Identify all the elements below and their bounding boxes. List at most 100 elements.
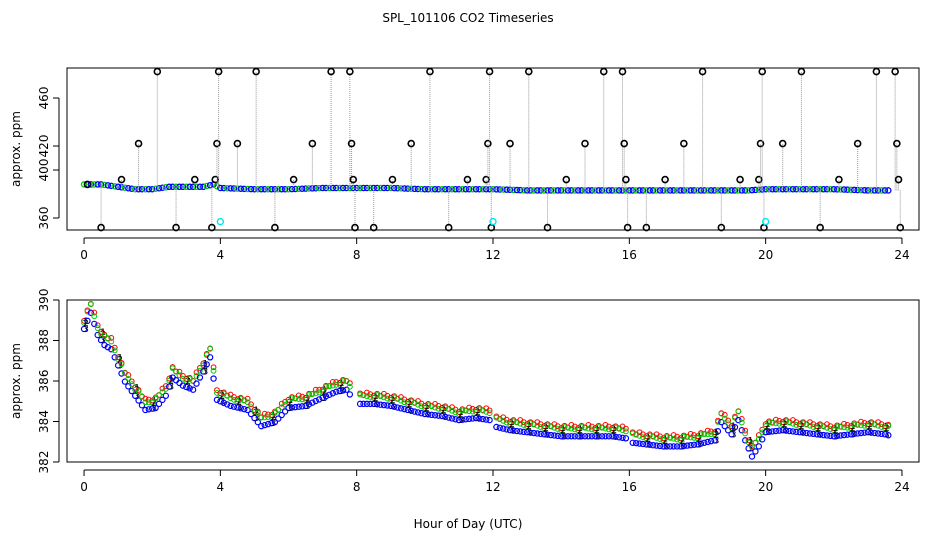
baseline-point: [878, 187, 885, 194]
baseline-point: [517, 186, 524, 194]
series-2-point: [520, 422, 527, 428]
baseline-point: [697, 187, 705, 194]
calibration-point: [83, 180, 92, 189]
baseline-point: [108, 182, 115, 190]
series-2-point: [657, 436, 663, 443]
series-2-point: [493, 414, 500, 421]
calibration-point: [853, 139, 862, 148]
series-1-point: [200, 360, 207, 367]
series-3-point: [782, 427, 790, 434]
baseline-point: [179, 183, 187, 191]
series-3-point: [602, 433, 609, 440]
baseline-point: [87, 181, 95, 188]
series-3-point: [612, 433, 619, 440]
series-2-label: 2: [134, 386, 140, 396]
calibration-point: [661, 175, 669, 184]
baseline-point: [707, 187, 715, 194]
baseline-point: [639, 187, 647, 194]
calibration-point: [214, 67, 223, 76]
baseline-point: [489, 185, 497, 193]
series-2-point: [875, 422, 882, 429]
series-3-point: [694, 441, 701, 448]
series-3-point: [530, 429, 538, 437]
series-2-label: 2: [185, 377, 191, 387]
baseline-point: [874, 187, 882, 194]
series-1-point: [234, 396, 241, 403]
series-1-point: [882, 423, 888, 430]
series-3-point: [387, 402, 394, 410]
calibration-point: [213, 139, 221, 148]
series-2-point: [527, 420, 534, 427]
baseline-point: [295, 185, 302, 193]
y-tick-label: 360: [37, 207, 51, 230]
baseline-point: [275, 185, 282, 193]
series-2-point: [844, 424, 851, 431]
series-3-point: [765, 428, 773, 436]
series-3-point: [292, 403, 299, 411]
series-2-point: [834, 423, 841, 430]
baseline-point: [738, 187, 746, 194]
series-2-point: [268, 414, 275, 420]
series-2-point: [336, 382, 343, 388]
baseline-point: [850, 186, 858, 194]
series-3-point: [667, 443, 674, 450]
series-2-point: [766, 419, 772, 426]
series-3-point: [704, 438, 711, 446]
x-tick-label: 4: [217, 248, 225, 262]
baseline-point: [595, 187, 602, 194]
baseline-point: [390, 184, 398, 192]
series-3-point: [684, 442, 691, 449]
series-1-point: [830, 425, 837, 432]
baseline-point: [578, 187, 585, 194]
series-3-point: [585, 433, 592, 440]
baseline-point: [701, 187, 708, 194]
series-2-point: [623, 428, 629, 435]
series-3-point: [97, 336, 105, 344]
series-2-point: [319, 388, 326, 395]
series-2-point: [510, 418, 517, 425]
series-3-point: [527, 429, 534, 436]
series-2-point: [486, 410, 493, 417]
baseline-point: [868, 187, 875, 194]
baseline-point: [125, 184, 132, 192]
series-3-point: [220, 399, 227, 407]
series-3-point: [878, 430, 885, 438]
series-3-point: [861, 429, 868, 436]
baseline-point: [217, 184, 224, 192]
series-3-point: [598, 433, 606, 440]
figure-title: SPL_101106 CO2 Timeseries: [382, 11, 553, 25]
series-1-point: [91, 309, 98, 316]
baseline-point: [465, 185, 473, 193]
series-2-point: [193, 373, 200, 379]
series-2-point: [769, 420, 776, 426]
series-3-point: [789, 428, 797, 435]
series-3-point: [459, 416, 466, 423]
series-3-point: [844, 431, 851, 438]
series-1-point: [312, 386, 319, 393]
series-2-point: [227, 395, 234, 402]
series-3-point: [673, 443, 681, 450]
baseline-point: [666, 187, 674, 194]
baseline-point: [690, 187, 698, 194]
baseline-point: [268, 185, 275, 193]
series-1-point: [367, 391, 374, 398]
series-2-label: 2: [663, 436, 669, 446]
series-3-point: [615, 434, 623, 441]
baseline-point: [782, 185, 790, 193]
y-tick-label: 384: [37, 410, 51, 433]
baseline-point: [431, 185, 439, 193]
baseline-point: [786, 185, 793, 193]
baseline-point: [881, 187, 889, 194]
series-2-label: 2: [117, 355, 123, 365]
series-2-point: [691, 435, 697, 441]
series-2-point: [159, 389, 166, 396]
baseline-point: [588, 187, 596, 194]
baseline-point: [476, 185, 483, 193]
calibration-point: [755, 175, 763, 184]
series-3-point: [779, 427, 786, 434]
series-1-point: [142, 395, 149, 402]
series-2-point: [132, 386, 139, 393]
baseline-point: [401, 185, 408, 192]
baseline-point: [101, 181, 108, 189]
baseline-point: [387, 184, 395, 192]
